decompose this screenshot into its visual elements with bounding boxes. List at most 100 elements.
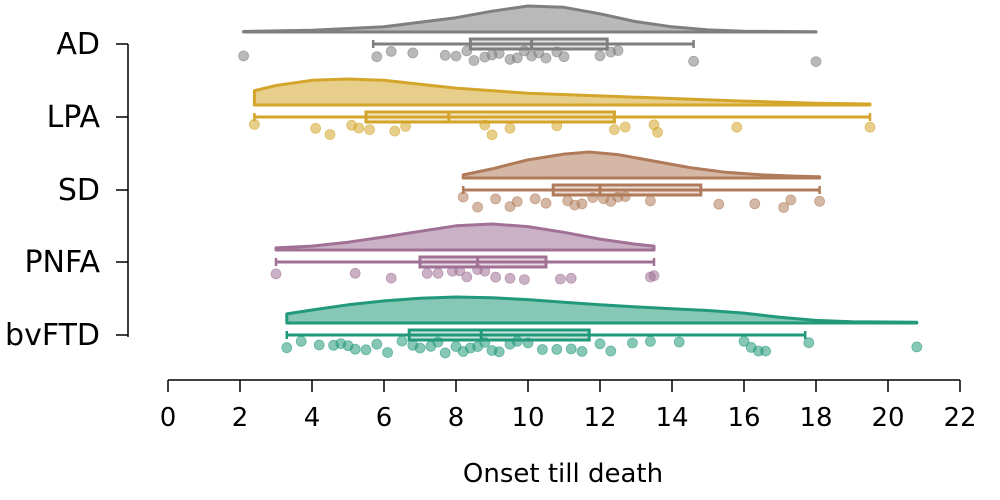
- point-bvftd: [645, 335, 656, 347]
- density-cloud-ad: [242, 4, 818, 34]
- point-bvftd: [414, 342, 426, 354]
- x-tick-label: 16: [727, 403, 760, 433]
- point-pnfa: [385, 272, 397, 284]
- point-sd: [619, 191, 631, 203]
- group-sd: [457, 150, 825, 213]
- point-bvftd: [511, 335, 523, 347]
- x-tick-label: 12: [583, 403, 616, 433]
- point-lpa: [479, 119, 491, 131]
- point-ad: [493, 48, 505, 59]
- point-lpa: [619, 121, 631, 133]
- point-ad: [612, 45, 624, 56]
- box-lpa: [364, 110, 616, 124]
- point-lpa: [248, 119, 260, 130]
- point-sd: [713, 198, 725, 210]
- point-sd: [576, 198, 588, 210]
- density-cloud-sd: [461, 150, 822, 180]
- point-lpa: [353, 122, 365, 134]
- point-pnfa: [648, 270, 660, 282]
- x-tick-label: 20: [871, 403, 904, 433]
- point-bvftd: [594, 338, 606, 350]
- point-bvftd: [295, 335, 307, 347]
- point-pnfa: [421, 267, 433, 279]
- box-bvftd: [407, 328, 591, 342]
- point-lpa: [731, 121, 743, 133]
- point-pnfa: [565, 272, 577, 284]
- point-sd: [472, 201, 484, 213]
- point-bvftd: [281, 342, 293, 354]
- category-label-bvftd: bvFTD: [5, 318, 100, 353]
- group-pnfa: [270, 222, 660, 286]
- point-lpa: [400, 121, 412, 132]
- point-bvftd: [493, 346, 505, 358]
- point-pnfa: [519, 274, 530, 286]
- x-tick-label: 4: [304, 403, 321, 433]
- point-sd: [529, 193, 541, 205]
- category-label-sd: SD: [58, 173, 100, 208]
- point-sd: [814, 195, 825, 207]
- point-bvftd: [760, 345, 771, 357]
- x-tick-label: 18: [799, 403, 832, 433]
- point-ad: [461, 45, 473, 57]
- point-pnfa: [555, 273, 566, 285]
- point-bvftd: [432, 336, 444, 348]
- point-bvftd: [803, 337, 815, 349]
- point-bvftd: [565, 343, 577, 355]
- point-ad: [407, 47, 419, 59]
- point-lpa: [504, 122, 516, 134]
- point-pnfa: [432, 267, 444, 279]
- point-bvftd: [576, 345, 588, 357]
- point-ad: [594, 50, 606, 62]
- point-sd: [587, 192, 599, 204]
- point-lpa: [652, 126, 663, 138]
- point-bvftd: [479, 337, 491, 348]
- point-lpa: [551, 120, 563, 132]
- x-axis: 0 2 4 6 8 10 12 14 16 18 20 22: [160, 379, 977, 433]
- box-pnfa: [418, 255, 548, 269]
- plot-area: [238, 4, 923, 359]
- category-label-lpa: LPA: [47, 100, 101, 135]
- x-tick-label: 6: [376, 403, 393, 433]
- point-ad: [238, 50, 250, 62]
- point-ad: [533, 47, 545, 59]
- point-bvftd: [738, 335, 750, 347]
- point-bvftd: [911, 341, 923, 353]
- point-pnfa: [461, 271, 473, 283]
- point-ad: [558, 51, 570, 63]
- point-sd: [540, 197, 552, 209]
- category-label-ad: AD: [56, 27, 100, 62]
- point-ad: [511, 52, 523, 64]
- group-bvftd: [281, 295, 923, 359]
- group-lpa: [248, 77, 876, 141]
- point-ad: [540, 52, 552, 64]
- x-tick-label: 2: [232, 403, 249, 433]
- point-pnfa: [454, 265, 466, 277]
- density-cloud-bvftd: [285, 295, 919, 325]
- point-lpa: [609, 124, 620, 136]
- point-lpa: [324, 129, 336, 140]
- point-lpa: [310, 122, 322, 134]
- category-label-pnfa: PNFA: [24, 245, 100, 280]
- x-tick-label: 14: [655, 403, 688, 433]
- x-tick-label: 8: [448, 403, 465, 433]
- point-bvftd: [522, 337, 534, 349]
- point-ad: [688, 55, 699, 67]
- point-bvftd: [537, 344, 548, 355]
- point-bvftd: [371, 338, 383, 350]
- point-pnfa: [490, 271, 502, 283]
- point-sd: [511, 196, 523, 208]
- point-sd: [749, 198, 761, 210]
- point-bvftd: [551, 343, 563, 355]
- point-bvftd: [360, 344, 372, 356]
- point-sd: [645, 195, 656, 207]
- point-lpa: [389, 125, 401, 137]
- point-bvftd: [605, 345, 617, 357]
- point-sd: [457, 191, 469, 203]
- point-bvftd: [439, 347, 451, 359]
- point-bvftd: [313, 339, 325, 351]
- x-tick-label: 0: [160, 403, 177, 433]
- x-tick-label: 10: [511, 403, 544, 433]
- x-tick-label: 22: [943, 403, 976, 433]
- point-ad: [450, 50, 462, 62]
